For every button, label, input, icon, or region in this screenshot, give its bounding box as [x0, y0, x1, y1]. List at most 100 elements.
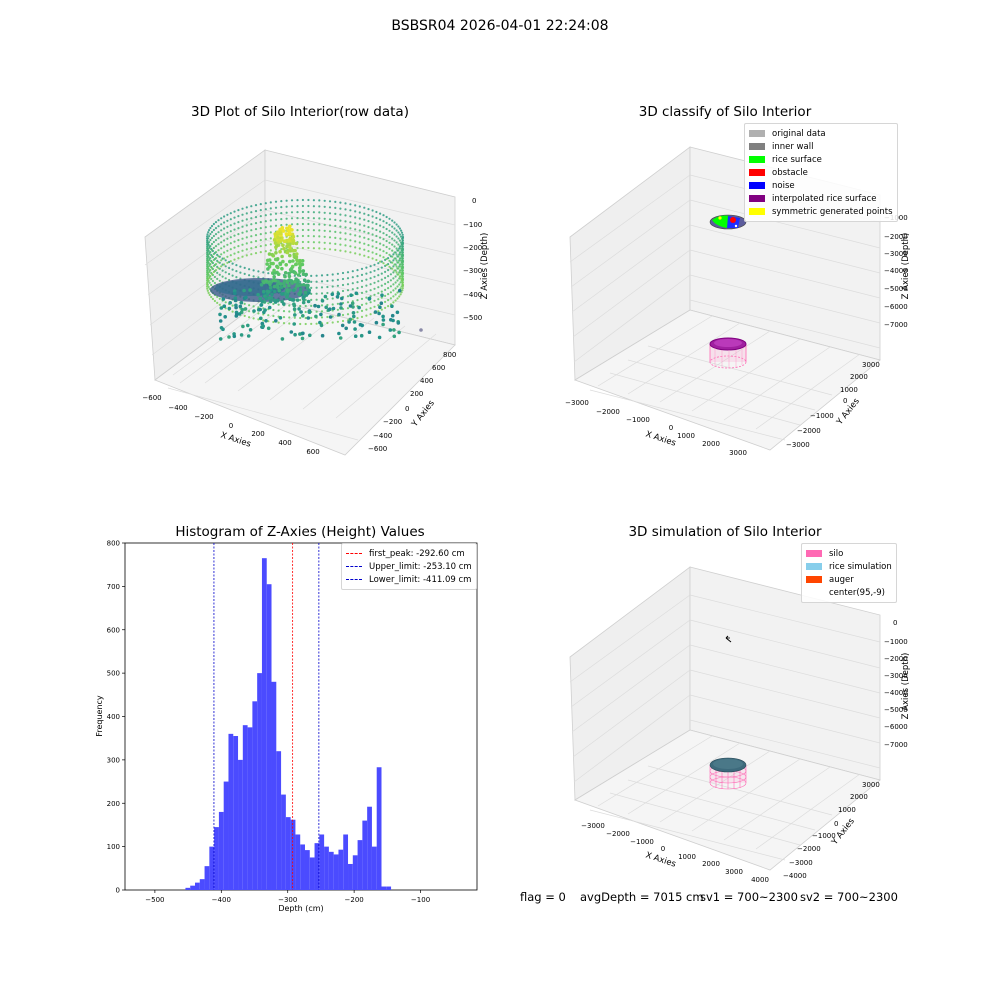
p1-wall-point: [375, 228, 378, 232]
histogram-xtick-label: −300: [278, 896, 297, 904]
p1-wall-point: [250, 211, 253, 214]
p1-plume-point: [288, 242, 292, 246]
p1-wall-point: [214, 263, 218, 266]
p1-wall-point: [243, 314, 246, 317]
p1-wall-point: [301, 228, 304, 232]
p4-ztick: 0: [893, 619, 897, 627]
p1-plume-point: [265, 258, 270, 263]
p1-wall-point: [396, 291, 399, 294]
p1-wall-point: [285, 205, 288, 208]
p1-wall-point: [259, 251, 262, 254]
p1-wall-point: [349, 251, 352, 254]
p1-plume-point: [306, 279, 311, 284]
p1-plume-point: [302, 278, 307, 283]
p1-wall-point: [209, 256, 212, 260]
histogram-bar: [319, 834, 325, 890]
p1-plume-point: [288, 259, 292, 264]
p1-wall-point: [307, 222, 310, 226]
p1-wall-point: [400, 255, 404, 258]
panel1-title: 3D Plot of Silo Interior(row data): [191, 104, 409, 120]
p1-wall-point: [318, 241, 321, 244]
p1-plume-point: [288, 245, 292, 250]
p1-wall-point: [310, 304, 313, 307]
p1-wall-point: [380, 260, 383, 263]
p1-wall-point: [373, 263, 376, 266]
p1-wall-point: [331, 285, 334, 288]
p1-scatter-point: [299, 310, 303, 314]
p1-wall-point: [206, 277, 209, 280]
p1-wall-point: [339, 201, 342, 204]
p1-wall-point: [312, 241, 315, 244]
p1-wall-point: [388, 241, 391, 244]
p1-wall-point: [392, 271, 395, 274]
histogram-vlines: [213, 543, 320, 890]
p1-wall-point: [375, 252, 378, 256]
histogram-xtick-label: −400: [212, 896, 231, 904]
p1-wall-point: [208, 265, 211, 268]
p1-wall-point: [224, 259, 227, 262]
p1-plume-point: [287, 274, 292, 279]
p1-wall-point: [400, 253, 403, 256]
p1-wall-point: [336, 320, 339, 323]
p1-plume-point: [288, 224, 292, 229]
p1-wall-point: [395, 241, 398, 244]
p1-wall-point: [396, 279, 399, 282]
p1-wall-point: [209, 232, 212, 236]
p1-wall-point: [206, 263, 209, 266]
p2-legend-item: symmetric generated points: [749, 205, 893, 218]
p1-wall-point: [217, 243, 220, 246]
p1-wall-point: [367, 232, 370, 235]
p1-wall-point: [351, 288, 354, 291]
p1-wall-point: [231, 268, 234, 271]
histogram-bar: [333, 854, 339, 890]
p1-plume-point: [281, 292, 285, 296]
p1-wall-point: [371, 215, 374, 218]
p1-wall-point: [237, 245, 240, 248]
p1-scatter-point: [258, 307, 263, 312]
p1-wall-point: [363, 224, 366, 227]
histogram-bar: [314, 843, 320, 890]
p1-scatter-point: [377, 335, 382, 340]
legend-swatch: [749, 169, 765, 176]
p1-wall-point: [380, 278, 383, 281]
p1-wall-point: [231, 274, 234, 277]
legend-swatch: [749, 195, 765, 202]
p1-wall-point: [392, 265, 395, 268]
p1-wall-point: [229, 224, 232, 227]
p1-wall-point: [226, 231, 229, 234]
p1-scatter-point: [292, 322, 297, 326]
p1-scatter-point: [338, 336, 343, 340]
p1-wall-point: [206, 289, 209, 292]
p1-wall-point: [223, 263, 226, 266]
p1-scatter-point: [320, 299, 325, 303]
p1-wall-point: [385, 251, 388, 255]
p1-wall-point: [401, 289, 404, 292]
p1-plume-point: [287, 284, 291, 288]
p1-wall-point: [237, 233, 240, 236]
p1-wall-point: [356, 287, 359, 290]
p1-wall-point: [349, 221, 352, 224]
p1-wall-point: [354, 252, 357, 255]
p1-wall-point: [206, 265, 209, 268]
p1-wall-point: [367, 220, 370, 223]
p1-scatter-point: [227, 335, 231, 339]
p1-wall-point: [315, 274, 318, 277]
p1-wall-point: [206, 271, 209, 274]
p1-wall-point: [400, 231, 404, 234]
p1-wall-point: [400, 247, 403, 250]
p1-wall-point: [214, 251, 218, 254]
p1-scatter-point: [379, 301, 384, 306]
p1-wall-point: [250, 247, 253, 250]
p1-scatter-point: [222, 304, 227, 309]
p1-ytick: −200: [383, 418, 402, 426]
p1-wall-point: [385, 221, 388, 225]
p1-wall-point: [307, 240, 310, 244]
p1-wall-point: [210, 266, 214, 270]
p1-scatter-point: [243, 307, 248, 311]
p1-wall-point: [394, 275, 397, 278]
p1-wall-point: [259, 203, 262, 206]
p1-wall-point: [277, 303, 280, 306]
p1-plume-point: [290, 264, 295, 269]
p1-wall-point: [237, 221, 240, 224]
p1-xtick: −400: [168, 404, 187, 412]
